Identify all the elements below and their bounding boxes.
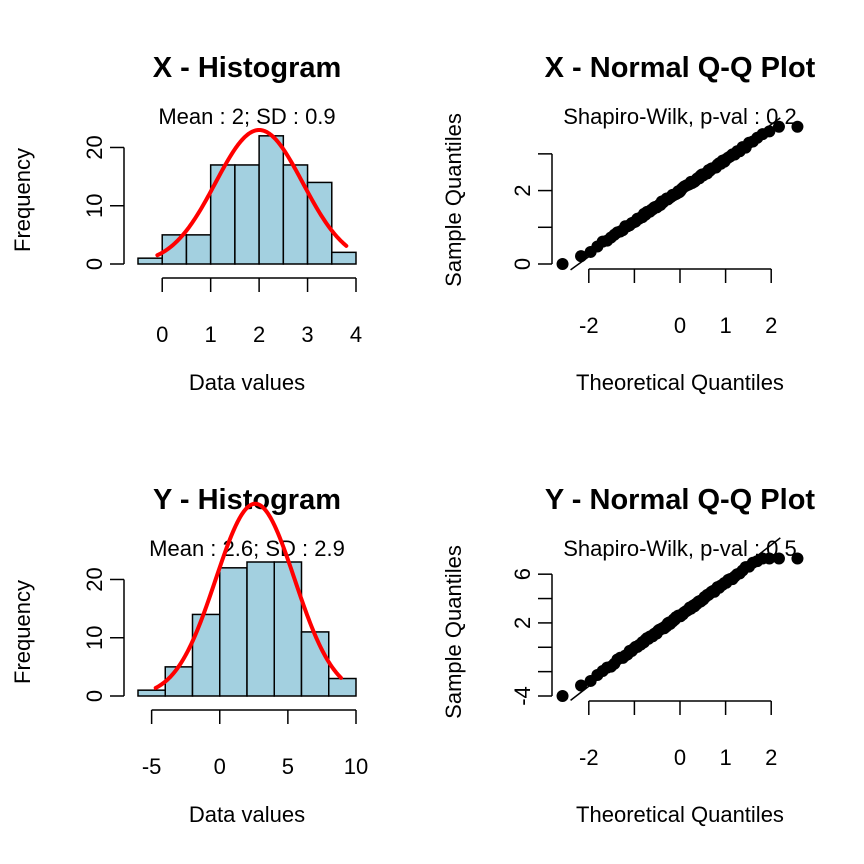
y-tick-label: 2	[510, 617, 535, 629]
qq-point	[772, 552, 785, 565]
normal-curve-line	[153, 501, 344, 690]
histogram-bar	[234, 164, 260, 265]
x-tick-label: 1	[205, 322, 217, 347]
chart-title: X - Histogram	[153, 52, 342, 84]
x-tick-label: 0	[674, 313, 686, 338]
qq-point	[556, 258, 569, 270]
panel-x-qq-plot: X - Normal Q-Q Plot Shapiro-Wilk, p-val …	[441, 52, 816, 395]
histogram-bar	[258, 135, 285, 265]
x-tick-label: 2	[253, 322, 265, 347]
y-tick-label: 0	[510, 258, 535, 270]
normal-curve	[155, 128, 349, 258]
x-axis: -2 0 1 2	[579, 268, 777, 338]
chart-subtitle: Mean : 2; SD : 0.9	[158, 104, 335, 129]
histogram-bar	[137, 689, 166, 697]
histogram-bar	[161, 234, 188, 265]
histogram-bar	[137, 257, 163, 265]
chart-title: X - Normal Q-Q Plot	[545, 52, 816, 84]
histogram-bar	[185, 234, 212, 265]
histogram-bar	[300, 631, 330, 697]
qq-points	[556, 120, 804, 270]
normal-curve	[153, 501, 344, 690]
qq-point	[791, 120, 804, 133]
qq-point	[791, 552, 804, 565]
x-axis: -5 0 5 10	[142, 709, 368, 779]
x-tick-label: 3	[301, 322, 313, 347]
x-axis: 0 1 2 3 4	[156, 277, 362, 347]
y-tick-label: 10	[82, 193, 107, 217]
x-tick-label: -5	[142, 754, 162, 779]
x-tick-label: 1	[719, 313, 731, 338]
x-axis-label: Data values	[189, 802, 305, 827]
y-tick-label: 0	[82, 258, 107, 270]
y-tick-label: 6	[510, 568, 535, 580]
x-tick-label: 2	[765, 745, 777, 770]
panel-y-histogram: Y - Histogram Mean : 2.6; SD : 2.9 Data …	[10, 484, 368, 827]
y-axis-label: Frequency	[10, 580, 35, 684]
x-axis-label: Theoretical Quantiles	[576, 370, 784, 395]
x-tick-label: 5	[282, 754, 294, 779]
qq-point	[763, 552, 776, 565]
y-axis: 0 10 20	[82, 567, 125, 702]
histogram-bar	[328, 677, 357, 697]
x-tick-label: 0	[156, 322, 168, 347]
y-axis: -4 2 6	[510, 568, 553, 706]
x-tick-label: 0	[674, 745, 686, 770]
qq-points	[556, 552, 804, 702]
y-axis: 02	[510, 153, 553, 270]
histogram-bar	[209, 164, 236, 265]
x-axis-label: Theoretical Quantiles	[576, 802, 784, 827]
x-tick-label: 0	[214, 754, 226, 779]
chart-title: Y - Normal Q-Q Plot	[545, 484, 816, 516]
histogram-bar	[282, 164, 309, 265]
y-tick-label: 2	[510, 184, 535, 196]
y-tick-label: 20	[82, 567, 107, 591]
chart-title: Y - Histogram	[153, 484, 341, 516]
qq-point	[763, 125, 776, 138]
x-axis-label: Data values	[189, 370, 305, 395]
normal-curve-line	[155, 128, 349, 258]
histogram-bars	[137, 561, 357, 697]
chart-subtitle: Shapiro-Wilk, p-val : 0.2	[563, 104, 797, 129]
qq-point	[772, 120, 785, 133]
histogram-bar	[331, 251, 357, 265]
x-tick-label: 10	[344, 754, 368, 779]
histogram-bar	[164, 666, 194, 697]
y-axis-label: Sample Quantiles	[441, 113, 466, 287]
y-axis-label: Sample Quantiles	[441, 545, 466, 719]
x-tick-label: 2	[765, 313, 777, 338]
qq-point	[575, 679, 588, 692]
y-tick-label: -4	[510, 686, 535, 706]
x-tick-label: -2	[579, 313, 599, 338]
x-axis: -2 0 1 2	[579, 700, 777, 770]
y-tick-label: 0	[82, 690, 107, 702]
histogram-bar	[219, 567, 248, 697]
y-axis: 0 10 20	[82, 135, 125, 270]
panel-x-histogram: X - Histogram Mean : 2; SD : 0.9 Data va…	[10, 52, 362, 395]
panel-y-qq-plot: Y - Normal Q-Q Plot Shapiro-Wilk, p-val …	[441, 484, 815, 827]
y-tick-label: 10	[82, 625, 107, 649]
y-axis-label: Frequency	[10, 148, 35, 252]
y-tick-label: 20	[82, 135, 107, 159]
histogram-bar	[246, 561, 275, 697]
x-tick-label: 4	[350, 322, 362, 347]
histogram-bars	[137, 135, 357, 265]
x-tick-label: 1	[719, 745, 731, 770]
qq-point	[556, 690, 569, 702]
chart-subtitle: Mean : 2.6; SD : 2.9	[149, 536, 345, 561]
x-tick-label: -2	[579, 745, 599, 770]
qq-point	[575, 250, 588, 263]
